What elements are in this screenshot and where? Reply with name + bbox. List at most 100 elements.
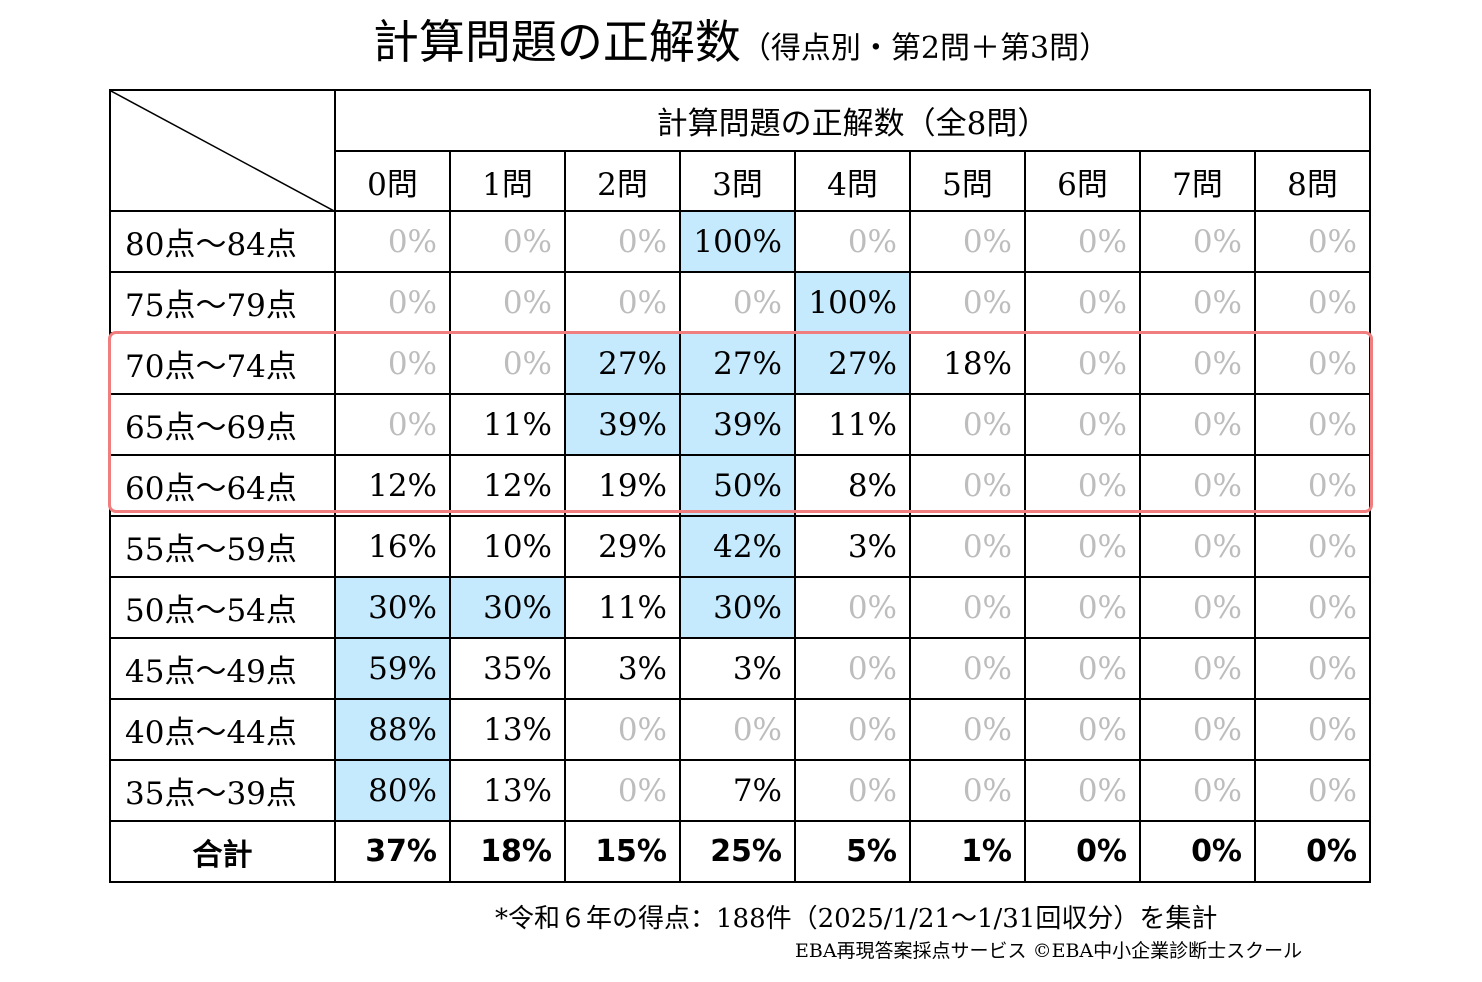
value-cell: 0%	[564, 271, 681, 334]
value-cell: 0%	[1139, 515, 1256, 578]
column-header: 0問	[334, 150, 451, 212]
value-cell: 0%	[1139, 759, 1256, 822]
column-header: 4問	[794, 150, 911, 212]
table-row: 65点〜69点 0% 11% 39% 39% 11% 0% 0% 0% 0%	[109, 393, 1371, 456]
value-cell: 0%	[1024, 759, 1141, 822]
table-row: 45点〜49点 59% 35% 3% 3% 0% 0% 0% 0% 0%	[109, 637, 1371, 700]
total-cell: 37%	[334, 820, 451, 883]
value-cell: 0%	[1139, 210, 1256, 273]
row-label: 70点〜74点	[109, 332, 336, 395]
value-cell: 0%	[909, 210, 1026, 273]
value-cell: 0%	[1254, 210, 1371, 273]
value-cell: 10%	[449, 515, 566, 578]
row-label: 65点〜69点	[109, 393, 336, 456]
total-cell: 0%	[1254, 820, 1371, 883]
total-row: 合計 37% 18% 15% 25% 5% 1% 0% 0% 0%	[109, 820, 1371, 883]
value-cell: 39%	[564, 393, 681, 456]
value-cell: 0%	[909, 271, 1026, 334]
value-cell: 16%	[334, 515, 451, 578]
chart-title: 計算問題の正解数（得点別・第2問＋第3問）	[0, 6, 1482, 72]
total-cell: 15%	[564, 820, 681, 883]
value-cell: 13%	[449, 759, 566, 822]
table-row: 40点〜44点 88% 13% 0% 0% 0% 0% 0% 0% 0%	[109, 698, 1371, 761]
value-cell: 0%	[909, 393, 1026, 456]
value-cell: 0%	[1024, 637, 1141, 700]
value-cell: 18%	[909, 332, 1026, 395]
row-label: 35点〜39点	[109, 759, 336, 822]
value-cell: 0%	[909, 637, 1026, 700]
corner-cell	[109, 89, 336, 212]
value-cell: 0%	[679, 271, 796, 334]
column-header-row: 0問 1問 2問 3問 4問 5問 6問 7問 8問	[110, 150, 1371, 212]
value-cell: 0%	[794, 210, 911, 273]
value-cell: 0%	[1024, 393, 1141, 456]
value-cell: 0%	[1024, 698, 1141, 761]
value-cell: 39%	[679, 393, 796, 456]
value-cell: 0%	[1139, 454, 1256, 517]
footnote: *令和６年の得点：188件（2025/1/21〜1/31回収分）を集計	[495, 904, 1218, 934]
value-cell: 0%	[679, 698, 796, 761]
value-cell: 0%	[909, 515, 1026, 578]
value-cell: 42%	[679, 515, 796, 578]
value-cell: 0%	[1024, 454, 1141, 517]
value-cell: 0%	[794, 576, 911, 639]
table-row: 80点〜84点 0% 0% 0% 100% 0% 0% 0% 0% 0%	[109, 210, 1371, 273]
value-cell: 0%	[564, 698, 681, 761]
value-cell: 88%	[334, 698, 451, 761]
value-cell: 0%	[1254, 759, 1371, 822]
value-cell: 0%	[909, 576, 1026, 639]
value-cell: 0%	[449, 271, 566, 334]
column-header: 7問	[1139, 150, 1256, 212]
header-row-1: 計算問題の正解数（全8問）	[109, 89, 1371, 212]
column-header: 8問	[1254, 150, 1371, 212]
total-cell: 0%	[1024, 820, 1141, 883]
value-cell: 0%	[1254, 271, 1371, 334]
total-cell: 1%	[909, 820, 1026, 883]
value-cell: 0%	[334, 393, 451, 456]
value-cell: 30%	[679, 576, 796, 639]
row-label: 80点〜84点	[109, 210, 336, 273]
value-cell: 0%	[794, 698, 911, 761]
chart-title-sub: （得点別・第2問＋第3問）	[740, 31, 1110, 66]
value-cell: 12%	[449, 454, 566, 517]
value-cell: 100%	[679, 210, 796, 273]
value-cell: 0%	[1254, 576, 1371, 639]
table-row: 70点〜74点 0% 0% 27% 27% 27% 18% 0% 0% 0%	[109, 332, 1371, 395]
value-cell: 0%	[909, 454, 1026, 517]
total-cell: 0%	[1139, 820, 1256, 883]
column-header: 5問	[909, 150, 1026, 212]
value-cell: 0%	[334, 332, 451, 395]
corner-diagonal	[111, 91, 336, 212]
credit: EBA再現答案採点サービス ©EBA中小企業診断士スクール	[795, 940, 1303, 962]
value-cell: 0%	[1139, 576, 1256, 639]
value-cell: 11%	[794, 393, 911, 456]
column-header: 1問	[449, 150, 566, 212]
value-cell: 19%	[564, 454, 681, 517]
value-cell: 27%	[679, 332, 796, 395]
value-cell: 0%	[1254, 454, 1371, 517]
value-cell: 29%	[564, 515, 681, 578]
value-cell: 0%	[909, 698, 1026, 761]
value-cell: 50%	[679, 454, 796, 517]
row-label: 45点〜49点	[109, 637, 336, 700]
column-group-header: 計算問題の正解数（全8問）	[334, 89, 1371, 152]
value-cell: 3%	[564, 637, 681, 700]
total-cell: 5%	[794, 820, 911, 883]
value-cell: 11%	[564, 576, 681, 639]
value-cell: 3%	[679, 637, 796, 700]
value-cell: 8%	[794, 454, 911, 517]
value-cell: 0%	[1254, 515, 1371, 578]
value-cell: 0%	[1254, 637, 1371, 700]
column-header: 2問	[564, 150, 681, 212]
value-cell: 0%	[1139, 393, 1256, 456]
column-header: 3問	[679, 150, 796, 212]
value-cell: 0%	[1024, 515, 1141, 578]
value-cell: 0%	[909, 759, 1026, 822]
value-cell: 0%	[794, 759, 911, 822]
row-label: 60点〜64点	[109, 454, 336, 517]
table-row: 35点〜39点 80% 13% 0% 7% 0% 0% 0% 0% 0%	[109, 759, 1371, 822]
row-label: 55点〜59点	[109, 515, 336, 578]
value-cell: 13%	[449, 698, 566, 761]
value-cell: 27%	[794, 332, 911, 395]
value-cell: 30%	[334, 576, 451, 639]
